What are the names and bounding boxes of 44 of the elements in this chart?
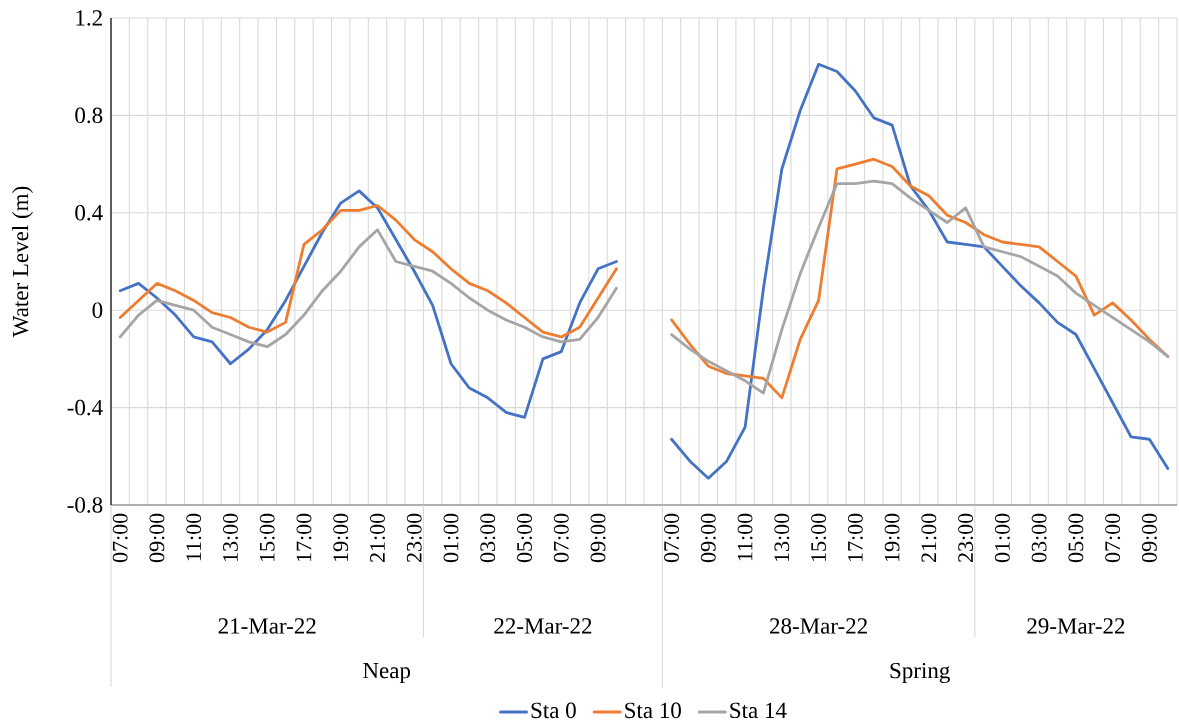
x-tick-label: 07:00 [1105, 513, 1121, 563]
x-tick-label: 09:00 [1141, 513, 1157, 563]
x-tick-label: 07:00 [664, 513, 680, 563]
text: 28-Mar-22 [770, 618, 867, 634]
x-tick-label: 19:00 [884, 513, 900, 562]
x-tick-label: 09:00 [149, 513, 165, 563]
y-tick-label: -0.8 [67, 497, 103, 513]
x-tick-label: 23:00 [406, 513, 422, 562]
x-tick-label: 01:00 [443, 513, 459, 563]
y-tick-label: -0.4 [67, 399, 103, 416]
text: Spring [890, 662, 950, 684]
x-tick-label: 09:00 [590, 513, 606, 563]
legend-label: Sta 10 [625, 702, 681, 719]
x-tick-label: 21:00 [921, 513, 937, 562]
x-tick-label: 15:00 [811, 513, 827, 562]
y-tick-label: 0 [92, 302, 103, 318]
x-tick-label: 07:00 [112, 513, 128, 563]
x-tick-label: 23:00 [958, 513, 974, 562]
text: 29-Mar-22 [1027, 618, 1125, 634]
x-tick-label: 03:00 [480, 513, 496, 563]
y-tick-label: 1.2 [76, 10, 102, 26]
x-tick-label: 17:00 [296, 513, 312, 562]
text: 21-Mar-22 [218, 618, 316, 634]
legend-label: Sta 0 [531, 702, 576, 719]
text: 22-Mar-22 [494, 618, 592, 634]
x-tick-label: 09:00 [700, 513, 716, 563]
x-tick-label: 21:00 [370, 513, 385, 562]
y-axis-title: Water Level (m) [12, 186, 33, 338]
x-tick-label: 07:00 [553, 513, 569, 563]
x-tick-label: 05:00 [1068, 513, 1084, 563]
x-tick-label: 13:00 [223, 513, 238, 562]
text: Neap [363, 663, 411, 683]
x-tick-label: 11:00 [186, 513, 202, 561]
x-tick-label: 01:00 [994, 513, 1010, 563]
x-tick-label: 15:00 [259, 513, 275, 562]
y-tick-label: 0.4 [75, 204, 103, 221]
legend-label: Sta 14 [730, 702, 787, 719]
x-tick-label: 05:00 [517, 513, 533, 563]
x-tick-label: 03:00 [1031, 513, 1047, 563]
x-tick-label: 17:00 [847, 513, 863, 562]
y-tick-label: 0.8 [75, 107, 103, 124]
x-tick-label: 13:00 [774, 513, 790, 562]
x-tick-label: 19:00 [333, 513, 349, 562]
x-tick-label: 11:00 [737, 513, 753, 561]
